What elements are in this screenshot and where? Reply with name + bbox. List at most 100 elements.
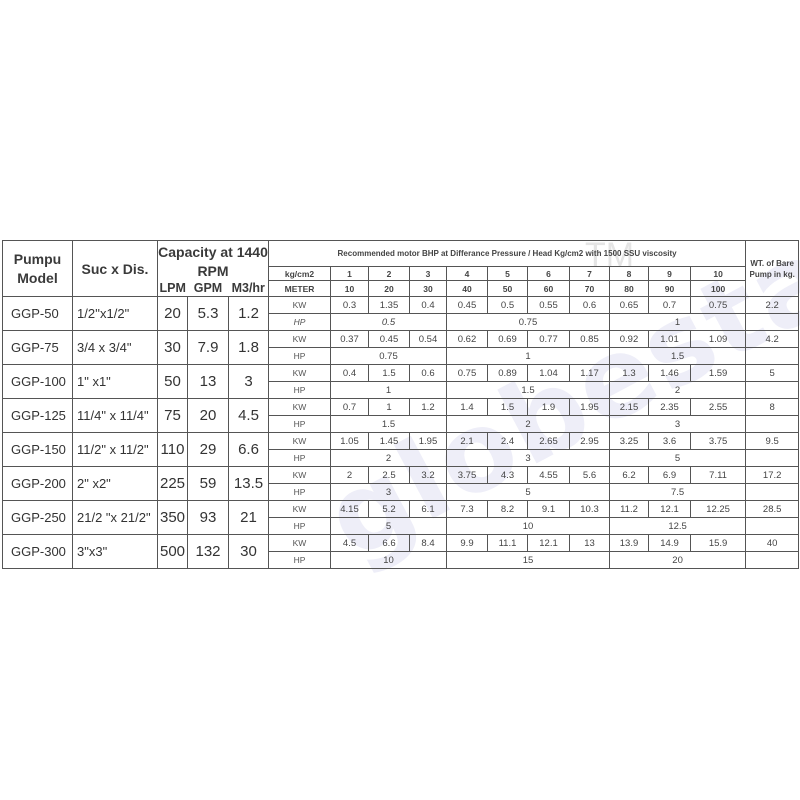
kw-value: 11.2: [609, 500, 649, 518]
kw-value: 8.2: [487, 500, 528, 518]
meter-value: 60: [527, 280, 570, 297]
kw-value: 2.15: [609, 398, 649, 416]
kw-value: 6.6: [368, 534, 410, 552]
suc-dis-size: 21/2 "x 21/2": [72, 500, 158, 535]
kw-value: 4.15: [330, 500, 369, 518]
kw-value: 1.5: [368, 364, 410, 382]
pump-weight: 17.2: [745, 466, 800, 484]
kw-value: 4.55: [527, 466, 570, 484]
model-row-kw: GGP-300 3"x3" 500 132 30 KW 4.5 6.6 8.4 9.9 11.1 12…: [2, 534, 800, 569]
hp-value: 2: [330, 449, 447, 467]
pump-weight: 4.2: [745, 330, 800, 348]
kw-value: 6.9: [648, 466, 691, 484]
capacity-m3hr: 13.5: [228, 466, 269, 501]
meter-value: 50: [487, 280, 528, 297]
kw-value: 0.4: [330, 364, 369, 382]
kw-value: 6.2: [609, 466, 649, 484]
model-row-hp: HP 10 15 20: [3, 551, 800, 569]
pump-model: GGP-300: [2, 534, 73, 569]
pump-model: GGP-150: [2, 432, 73, 467]
weight-empty-cell: [745, 483, 800, 501]
pump-weight: 5: [745, 364, 800, 382]
header-suc-dis: Suc x Dis.: [72, 240, 158, 297]
kw-value: 8.4: [409, 534, 447, 552]
hp-value: 10: [446, 517, 610, 535]
capacity-lpm: 30: [157, 330, 188, 365]
hp-value: 1.5: [330, 415, 447, 433]
kw-value: 7.11: [689, 466, 747, 484]
hp-value: 3: [330, 483, 447, 501]
hp-label: HP: [268, 517, 331, 535]
kw-value: 0.75: [446, 364, 488, 382]
suc-dis-size: 11/2" x 11/2": [72, 432, 158, 467]
kw-value: 1.04: [527, 364, 570, 382]
kw-value: 15.9: [689, 534, 747, 552]
hp-label: HP: [268, 415, 331, 433]
kw-value: 0.62: [446, 330, 488, 348]
capacity-gpm: 7.9: [187, 330, 229, 365]
meter-value: 40: [446, 280, 488, 297]
kw-label: KW: [268, 398, 331, 416]
hp-value: 10: [330, 551, 447, 569]
hp-value: 0.75: [446, 313, 610, 331]
kw-value: 4.5: [330, 534, 369, 552]
pressure-value: 7: [569, 266, 610, 281]
meter-label: METER: [268, 280, 331, 297]
pressure-value: 5: [487, 266, 528, 281]
meter-value: 70: [569, 280, 610, 297]
hp-value: 2: [608, 381, 747, 399]
pump-model: GGP-200: [2, 466, 73, 501]
kw-value: 12.1: [648, 500, 691, 518]
kw-value: 3.2: [409, 466, 447, 484]
kw-value: 0.3: [330, 296, 369, 314]
pressure-value: 4: [446, 266, 488, 281]
hp-label: HP: [268, 347, 331, 365]
meter-value: 30: [409, 280, 447, 297]
kw-value: 0.45: [446, 296, 488, 314]
kw-label: KW: [268, 364, 331, 382]
weight-empty-cell: [745, 415, 800, 433]
pressure-label: kg/cm2: [268, 266, 331, 281]
kw-value: 1.95: [569, 398, 610, 416]
hp-value: 1: [446, 347, 610, 365]
meter-value: 10: [330, 280, 369, 297]
kw-value: 0.65: [609, 296, 649, 314]
kw-value: 3.25: [609, 432, 649, 450]
capacity-m3hr: 6.6: [228, 432, 269, 467]
hp-value: 5: [330, 517, 447, 535]
kw-value: 0.69: [487, 330, 528, 348]
meter-value: 80: [609, 280, 649, 297]
model-row-kw: GGP-75 3/4 x 3/4" 30 7.9 1.8 KW 0.37 0.45 0.54 0.…: [2, 330, 800, 365]
kw-value: 1.3: [609, 364, 649, 382]
capacity-m3hr: 30: [228, 534, 269, 569]
hp-label: HP: [268, 449, 331, 467]
capacity-unit-m3hr: M3/hr: [228, 280, 269, 297]
suc-dis-size: 3/4 x 3/4": [72, 330, 158, 365]
model-row-kw: GGP-200 2" x2" 225 59 13.5 KW 2 2.5 3.2 3.75 4.3 4.…: [2, 466, 800, 501]
kw-value: 0.5: [487, 296, 528, 314]
kw-value: 0.4: [409, 296, 447, 314]
pump-model: GGP-50: [2, 296, 73, 331]
kw-value: 2.35: [648, 398, 691, 416]
kw-value: 12.1: [527, 534, 570, 552]
kw-value: 0.45: [368, 330, 410, 348]
weight-empty-cell: [745, 517, 800, 535]
kw-value: 0.37: [330, 330, 369, 348]
header-model: Pumpu Model: [2, 240, 73, 297]
kw-value: 0.7: [330, 398, 369, 416]
weight-empty-cell: [745, 551, 800, 569]
pump-model: GGP-75: [2, 330, 73, 365]
kw-value: 3.75: [689, 432, 747, 450]
meter-value: 90: [648, 280, 691, 297]
kw-value: 0.92: [609, 330, 649, 348]
capacity-unit-lpm: LPM: [157, 280, 188, 297]
meter-value: 100: [689, 280, 747, 297]
weight-empty-cell: [745, 313, 800, 331]
hp-label: HP: [268, 381, 331, 399]
suc-dis-size: 3"x3": [72, 534, 158, 569]
header-weight: WT. of Bare Pump in kg.: [745, 240, 800, 297]
pressure-value: 8: [609, 266, 649, 281]
hp-value: 3: [446, 449, 610, 467]
pump-weight: 8: [745, 398, 800, 416]
capacity-lpm: 110: [157, 432, 188, 467]
